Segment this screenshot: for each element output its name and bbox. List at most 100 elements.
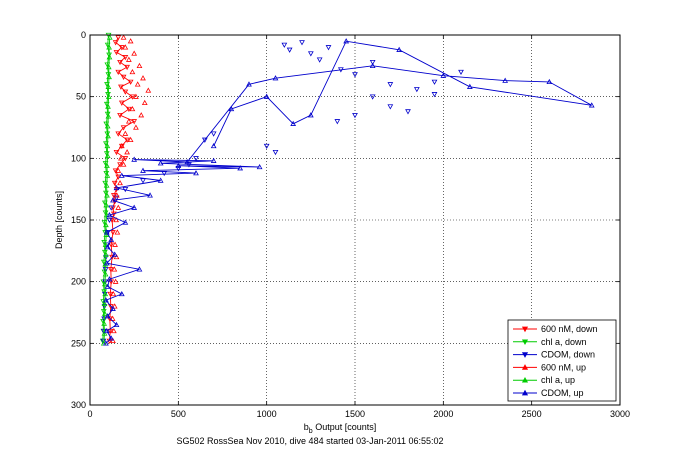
legend-label: 600 nM, down xyxy=(541,324,598,334)
data-point xyxy=(110,290,117,297)
data-point xyxy=(140,167,146,173)
legend-entry: chl a, down xyxy=(513,337,587,347)
data-point xyxy=(101,310,108,316)
data-point xyxy=(101,300,108,307)
legend-marker xyxy=(521,339,529,346)
data-point xyxy=(105,103,111,109)
series-4 xyxy=(100,34,113,346)
y-tick-label: 150 xyxy=(71,215,86,225)
legend-marker xyxy=(521,352,529,358)
data-point xyxy=(105,93,112,99)
data-point xyxy=(107,304,114,310)
data-point xyxy=(131,119,138,125)
data-point xyxy=(104,283,111,289)
data-point xyxy=(588,102,595,108)
data-point xyxy=(369,59,376,66)
legend-marker xyxy=(521,376,529,383)
data-point xyxy=(122,55,129,61)
data-point xyxy=(110,337,116,344)
data-point xyxy=(124,64,130,71)
data-point xyxy=(193,156,199,162)
data-point xyxy=(113,216,120,223)
data-point xyxy=(325,45,332,51)
x-tick-label: 2000 xyxy=(433,409,453,419)
data-point xyxy=(396,46,403,52)
data-point xyxy=(102,261,109,267)
y-tick-label: 50 xyxy=(76,92,86,102)
data-point xyxy=(299,40,305,46)
data-point xyxy=(136,266,143,272)
data-point xyxy=(102,271,109,277)
data-point xyxy=(113,321,120,327)
data-point xyxy=(440,72,447,78)
data-point xyxy=(546,78,553,85)
data-point xyxy=(115,204,122,210)
y-tick-label: 100 xyxy=(71,153,86,163)
data-point xyxy=(405,109,411,115)
data-point xyxy=(131,156,138,162)
data-point xyxy=(125,56,132,62)
series-5 xyxy=(103,38,595,346)
data-point xyxy=(431,92,438,98)
data-point xyxy=(145,87,152,93)
data-point xyxy=(106,44,112,50)
data-point xyxy=(102,241,109,247)
data-point xyxy=(431,79,438,85)
data-point xyxy=(113,253,120,260)
data-point xyxy=(131,50,138,56)
data-point xyxy=(103,260,110,266)
data-point xyxy=(103,229,110,235)
data-point xyxy=(106,54,113,60)
data-point xyxy=(147,192,153,198)
data-point xyxy=(140,178,146,184)
data-point xyxy=(106,212,113,218)
data-point xyxy=(210,142,217,149)
data-point xyxy=(102,290,109,297)
data-point xyxy=(118,84,124,90)
data-point xyxy=(281,42,288,48)
x-tick-label: 0 xyxy=(87,409,92,419)
y-tick-label: 250 xyxy=(71,338,86,348)
figure-caption: SG502 RossSea Nov 2010, dive 484 started… xyxy=(176,436,443,446)
data-point xyxy=(118,45,125,51)
data-point xyxy=(110,197,116,203)
data-point xyxy=(108,335,115,341)
x-tick-label: 1500 xyxy=(345,409,365,419)
data-point xyxy=(106,276,113,282)
data-point xyxy=(103,327,110,334)
data-point xyxy=(104,313,111,319)
data-point xyxy=(114,229,121,235)
data-point xyxy=(369,94,376,100)
data-point xyxy=(120,125,127,131)
data-point xyxy=(133,124,139,130)
data-point xyxy=(117,113,123,119)
data-point xyxy=(175,162,182,168)
data-point xyxy=(106,34,113,40)
data-point xyxy=(107,267,114,273)
data-point xyxy=(387,82,394,88)
data-point xyxy=(140,75,146,81)
data-point xyxy=(110,193,117,199)
data-point xyxy=(122,130,129,136)
legend-label: 600 nM, up xyxy=(541,362,586,372)
data-point xyxy=(127,136,134,142)
data-point xyxy=(210,131,217,137)
data-point xyxy=(138,112,145,118)
legend-marker xyxy=(521,389,529,396)
data-point xyxy=(134,81,141,87)
x-tick-label: 500 xyxy=(171,409,186,419)
data-point xyxy=(104,123,111,129)
data-point xyxy=(127,79,134,85)
data-point xyxy=(108,205,115,211)
data-point xyxy=(106,73,112,80)
data-point xyxy=(122,89,129,95)
axis-ticks: 0 500 1000 1500 2000 2500 3000 0 50 100 150 200 250 3… xyxy=(71,30,630,419)
data-point xyxy=(105,64,112,70)
x-tick-label: 3000 xyxy=(610,409,630,419)
data-point xyxy=(118,100,125,106)
data-point xyxy=(129,105,136,112)
data-point xyxy=(104,142,111,149)
data-series-layer xyxy=(99,32,595,346)
